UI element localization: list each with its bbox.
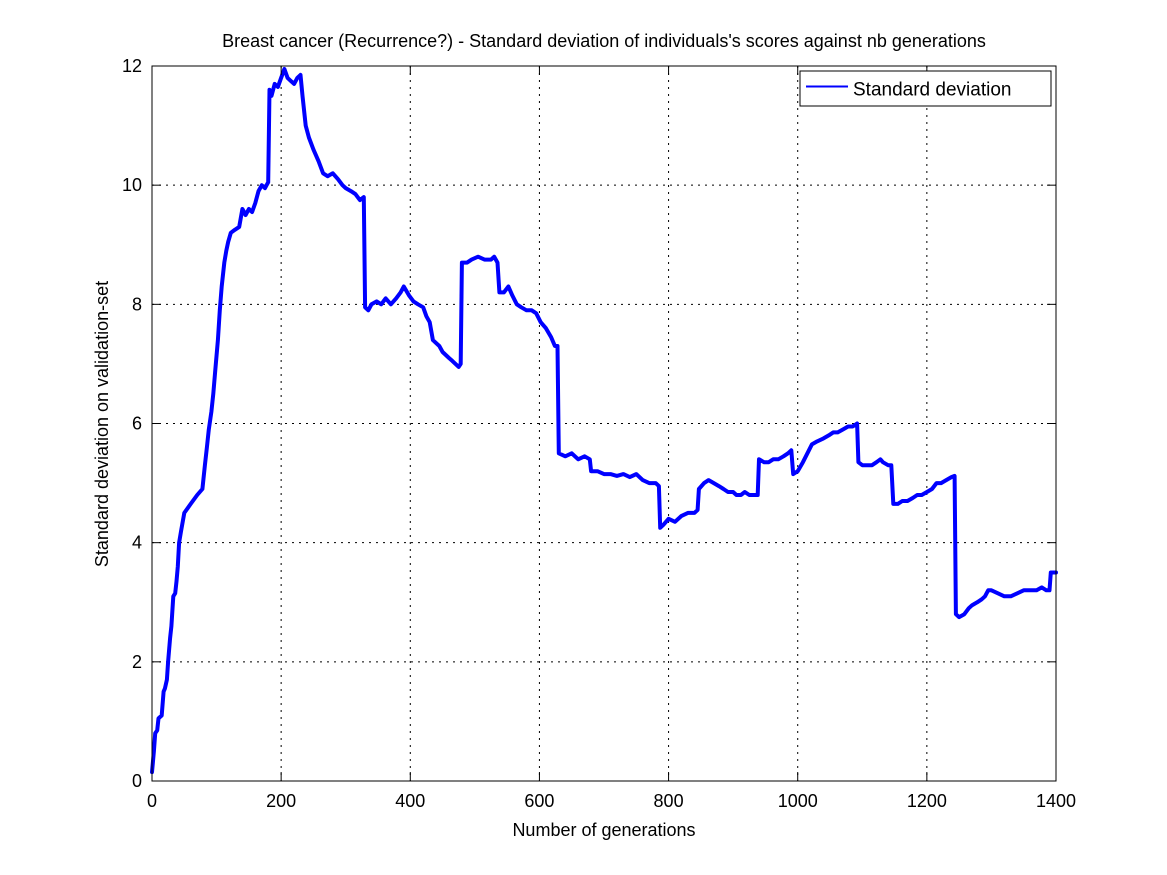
x-tick-label: 800 <box>654 791 684 811</box>
axis-ticks <box>151 65 1057 782</box>
y-axis-label: Standard deviation on validation-set <box>92 281 112 567</box>
x-tick-labels: 0 200 400 600 800 1000 1200 1400 <box>147 791 1076 811</box>
chart-title: Breast cancer (Recurrence?) - Standard d… <box>222 31 986 51</box>
series-layer <box>150 67 1058 775</box>
y-tick-label: 4 <box>132 533 142 553</box>
y-tick-labels: 0 2 4 6 8 10 12 <box>122 56 142 791</box>
grid-lines <box>152 66 1056 781</box>
x-tick-label: 400 <box>395 791 425 811</box>
x-tick-label: 1200 <box>907 791 947 811</box>
legend-box <box>799 70 1052 107</box>
x-tick-label: 1000 <box>778 791 818 811</box>
y-tick-label: 2 <box>132 652 142 672</box>
x-tick-label: 1400 <box>1036 791 1076 811</box>
x-tick-label: 200 <box>266 791 296 811</box>
series-line-standard-deviation <box>150 67 1058 775</box>
y-tick-label: 12 <box>122 56 142 76</box>
y-tick-label: 0 <box>132 771 142 791</box>
y-tick-label: 10 <box>122 175 142 195</box>
y-tick-label: 6 <box>132 414 142 434</box>
x-axis-label: Number of generations <box>512 820 695 840</box>
x-tick-label: 600 <box>524 791 554 811</box>
x-tick-label: 0 <box>147 791 157 811</box>
legend: Standard deviation <box>799 70 1052 107</box>
legend-label: Standard deviation <box>853 80 1011 101</box>
y-tick-label: 8 <box>132 294 142 314</box>
